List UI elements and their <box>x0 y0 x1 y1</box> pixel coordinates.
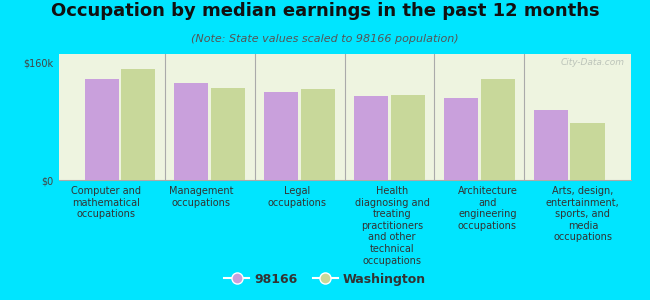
Bar <box>264 92 298 180</box>
Bar <box>570 123 604 180</box>
Text: (Note: State values scaled to 98166 population): (Note: State values scaled to 98166 popu… <box>191 34 459 44</box>
Bar <box>480 79 515 180</box>
Bar <box>122 69 155 180</box>
Bar <box>354 97 388 180</box>
Bar <box>391 95 425 180</box>
Bar <box>301 89 335 180</box>
Text: Health
diagnosing and
treating
practitioners
and other
technical
occupations: Health diagnosing and treating practitio… <box>355 186 430 266</box>
Text: Management
occupations: Management occupations <box>169 186 234 208</box>
Bar <box>174 83 209 180</box>
Text: Computer and
mathematical
occupations: Computer and mathematical occupations <box>71 186 141 219</box>
Bar <box>444 98 478 180</box>
Bar <box>84 79 119 180</box>
Bar <box>534 110 567 180</box>
Text: City-Data.com: City-Data.com <box>561 58 625 67</box>
Text: Architecture
and
engineering
occupations: Architecture and engineering occupations <box>458 186 517 231</box>
Bar <box>211 88 245 180</box>
Text: Arts, design,
entertainment,
sports, and
media
occupations: Arts, design, entertainment, sports, and… <box>546 186 619 242</box>
Text: Occupation by median earnings in the past 12 months: Occupation by median earnings in the pas… <box>51 2 599 20</box>
Text: Legal
occupations: Legal occupations <box>267 186 326 208</box>
Legend: 98166, Washington: 98166, Washington <box>219 268 431 291</box>
